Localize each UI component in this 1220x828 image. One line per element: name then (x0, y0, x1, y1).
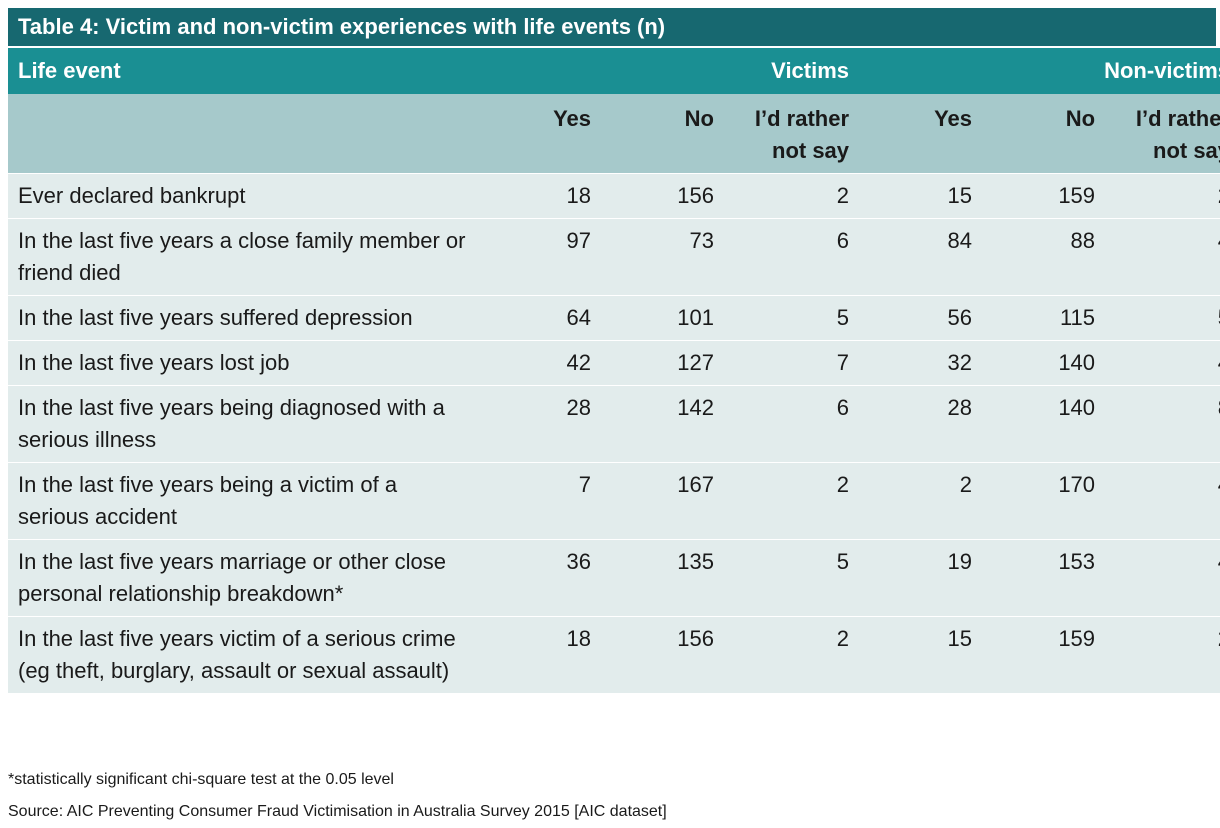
non-victims-header: Non-victims (859, 48, 1220, 94)
table-row: In the last five years lost job 42 127 7 32 1… (8, 340, 1220, 386)
cell-value: 28 (478, 385, 601, 463)
footnote: *statistically significant chi-square te… (8, 771, 394, 788)
cell-value: 101 (601, 295, 724, 341)
cell-value: 7 (478, 462, 601, 540)
table-row: In the last five years suffered depressi… (8, 295, 1220, 341)
cell-value: 84 (859, 218, 983, 296)
cell-value: 19 (859, 539, 983, 617)
table-row: In the last five years victim of a serio… (8, 616, 1220, 693)
cell-value: 18 (478, 173, 601, 219)
cell-value: 170 (982, 462, 1106, 540)
table-title: Table 4: Victim and non-victim experienc… (8, 8, 1216, 46)
victims-header: Victims (478, 48, 860, 94)
cell-value: 153 (982, 539, 1106, 617)
row-label: In the last five years marriage or other… (8, 539, 478, 617)
table-row: In the last five years a close family me… (8, 218, 1220, 296)
row-label: In the last five years lost job (8, 340, 478, 386)
victims-rather-not-say-header: I’d rather not say (724, 94, 860, 174)
cell-value: 6 (724, 385, 860, 463)
cell-value: 28 (859, 385, 983, 463)
cell-value: 142 (601, 385, 724, 463)
non-victims-rather-not-say-header: I’d rather not say (1105, 94, 1220, 174)
cell-value: 156 (601, 173, 724, 219)
cell-value: 159 (982, 616, 1106, 693)
cell-value: 6 (724, 218, 860, 296)
cell-value: 135 (601, 539, 724, 617)
cell-value: 64 (478, 295, 601, 341)
cell-value: 156 (601, 616, 724, 693)
table-row: In the last five years being diagnosed w… (8, 385, 1220, 463)
group-header-row: Life event Victims Non-victims (8, 48, 1220, 94)
cell-value: 73 (601, 218, 724, 296)
life-event-header: Life event (8, 48, 478, 94)
row-label: In the last five years a close family me… (8, 218, 478, 296)
cell-value: 7 (724, 340, 860, 386)
non-victims-yes-header: Yes (859, 94, 983, 174)
cell-value: 2 (859, 462, 983, 540)
row-label: Ever declared bankrupt (8, 173, 478, 219)
cell-value: 140 (982, 385, 1106, 463)
cell-value: 88 (982, 218, 1106, 296)
cell-value: 159 (982, 173, 1106, 219)
table-row: In the last five years marriage or other… (8, 539, 1220, 617)
cell-value: 56 (859, 295, 983, 341)
life-events-table: Life event Victims Non-victims Yes No I’… (8, 48, 1220, 693)
cell-value: 5 (1105, 295, 1220, 341)
cell-value: 32 (859, 340, 983, 386)
cell-value: 4 (1105, 218, 1220, 296)
cell-value: 127 (601, 340, 724, 386)
cell-value: 15 (859, 616, 983, 693)
cell-value: 18 (478, 616, 601, 693)
row-label: In the last five years being diagnosed w… (8, 385, 478, 463)
victims-yes-header: Yes (478, 94, 601, 174)
table-container: Table 4: Victim and non-victim experienc… (8, 8, 1220, 693)
cell-value: 97 (478, 218, 601, 296)
cell-value: 4 (1105, 462, 1220, 540)
cell-value: 2 (1105, 616, 1220, 693)
cell-value: 36 (478, 539, 601, 617)
cell-value: 15 (859, 173, 983, 219)
empty-header-cell (8, 94, 478, 174)
cell-value: 4 (1105, 340, 1220, 386)
cell-value: 8 (1105, 385, 1220, 463)
row-label: In the last five years being a victim of… (8, 462, 478, 540)
cell-value: 4 (1105, 539, 1220, 617)
cell-value: 2 (724, 616, 860, 693)
non-victims-no-header: No (982, 94, 1106, 174)
cell-value: 2 (724, 173, 860, 219)
cell-value: 140 (982, 340, 1106, 386)
cell-value: 167 (601, 462, 724, 540)
cell-value: 5 (724, 539, 860, 617)
sub-header-row: Yes No I’d rather not say Yes No I’d rat… (8, 94, 1220, 174)
cell-value: 115 (982, 295, 1106, 341)
cell-value: 2 (1105, 173, 1220, 219)
cell-value: 42 (478, 340, 601, 386)
table-row: In the last five years being a victim of… (8, 462, 1220, 540)
table-row: Ever declared bankrupt181562151592 (8, 173, 1220, 219)
source-note: Source: AIC Preventing Consumer Fraud Vi… (8, 803, 667, 820)
victims-no-header: No (601, 94, 724, 174)
cell-value: 2 (724, 462, 860, 540)
cell-value: 5 (724, 295, 860, 341)
row-label: In the last five years victim of a serio… (8, 616, 478, 693)
row-label: In the last five years suffered depressi… (8, 295, 478, 341)
